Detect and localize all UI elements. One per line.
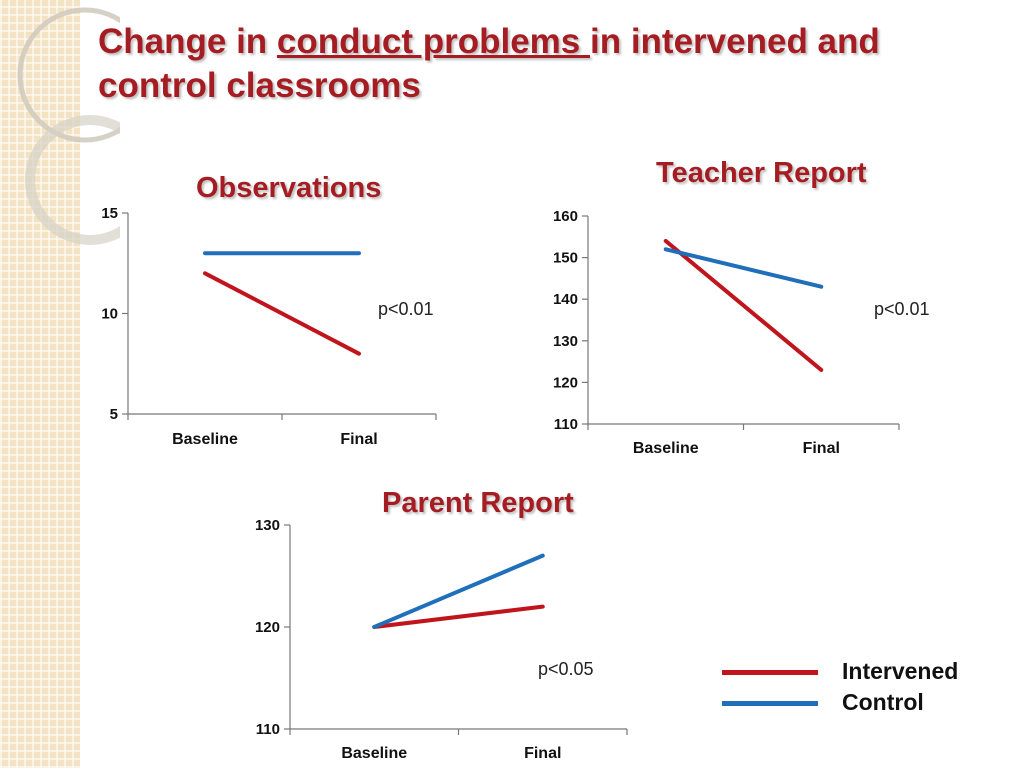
teacher-report-chart-title: Teacher Report <box>656 157 867 189</box>
teacher-p-value: p<0.01 <box>874 299 930 319</box>
observations-chart-title: Observations <box>196 172 382 204</box>
legend-item-intervened: Intervened <box>722 658 982 686</box>
title-part-2: in intervened and control classrooms <box>98 22 880 105</box>
parent-report-chart-title: Parent Report <box>382 487 574 519</box>
parent-y-tick-label: 120 <box>255 619 280 636</box>
teacher-x-tick-label: Final <box>803 440 840 457</box>
observations-series-intervened <box>203 271 361 356</box>
parent-y-tick-label: 130 <box>255 517 280 534</box>
parent-x-tick-label: Final <box>524 745 561 762</box>
parent-x-tick-label: Baseline <box>341 745 407 762</box>
legend-label-control: Control <box>842 689 924 715</box>
title-underlined: conduct problems <box>276 22 590 61</box>
parent-y-tick-label: 110 <box>256 721 280 738</box>
parent-p-value: p<0.05 <box>538 659 594 679</box>
teacher-x-tick-label: Baseline <box>633 440 699 457</box>
teacher-y-tick-label: 140 <box>553 291 578 308</box>
observations-x-tick-label: Final <box>340 431 377 448</box>
teacher-y-tick-label: 150 <box>553 250 578 267</box>
observations-p-value: p<0.01 <box>378 299 434 319</box>
teacher-series-intervened <box>663 238 824 372</box>
legend-swatch-intervened <box>722 670 818 675</box>
teacher-series-control <box>663 247 824 289</box>
parent-series-intervened <box>372 604 545 629</box>
teacher-y-tick-label: 130 <box>553 333 578 350</box>
observations-y-tick-label: 10 <box>101 306 118 323</box>
observations-y-tick-label: 15 <box>101 205 118 222</box>
legend: Intervened Control <box>722 658 982 722</box>
decorative-rings <box>17 7 120 245</box>
teacher-y-tick-label: 120 <box>553 374 578 391</box>
slide-title: Change in conduct problems in intervened… <box>98 20 998 108</box>
observations-x-tick-label: Baseline <box>172 431 238 448</box>
legend-item-control: Control <box>722 689 982 717</box>
parent-series-control <box>372 553 545 629</box>
title-part-1: Change in <box>98 22 277 61</box>
teacher-y-tick-label: 160 <box>553 208 578 225</box>
legend-label-intervened: Intervened <box>842 658 959 684</box>
observations-y-tick-label: 5 <box>110 406 118 423</box>
teacher-y-tick-label: 110 <box>554 416 578 433</box>
legend-swatch-control <box>722 701 818 706</box>
